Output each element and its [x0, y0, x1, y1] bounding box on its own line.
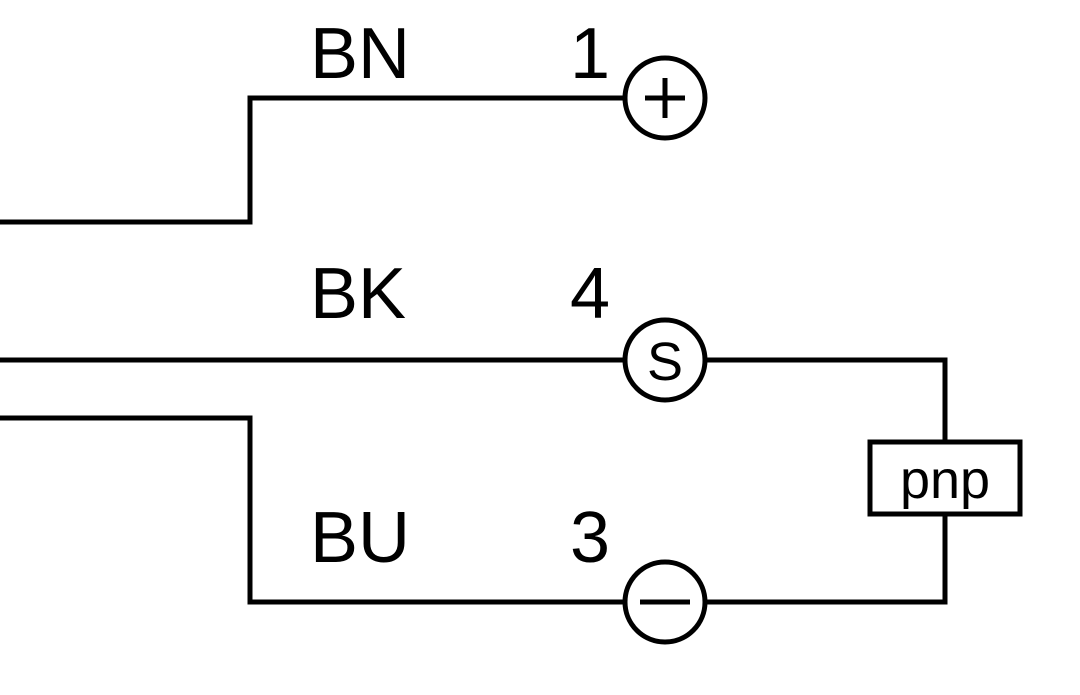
connector-s-to-pnp — [705, 360, 945, 442]
wire-bk-label: BK — [310, 254, 406, 334]
wire-bu-label: BU — [310, 498, 410, 578]
wire-bk: BK 4 S — [0, 254, 705, 400]
wire-bn: BN 1 — [0, 14, 705, 222]
s-icon: S — [647, 332, 683, 392]
connector-pnp-to-minus — [705, 514, 945, 602]
wire-bn-path — [0, 98, 625, 222]
wire-bn-label: BN — [310, 14, 410, 94]
wiring-diagram: BN 1 BK 4 S BU 3 pnp — [0, 0, 1080, 695]
pnp-box: pnp — [870, 442, 1020, 514]
pnp-label: pnp — [900, 450, 990, 510]
wire-bk-pin: 4 — [570, 254, 610, 334]
wire-bu-pin: 3 — [570, 498, 610, 578]
wire-bu: BU 3 — [0, 418, 705, 642]
wire-bn-pin: 1 — [570, 14, 610, 94]
